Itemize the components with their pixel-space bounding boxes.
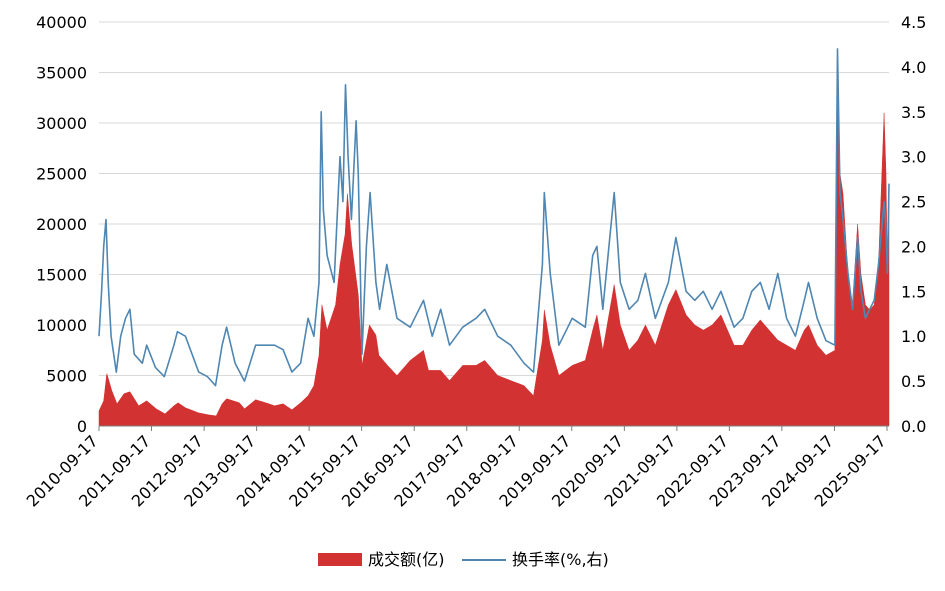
axes: 0 5000 10000 15000 20000 25000 30000 35000 40000… — [23, 13, 927, 511]
y-right-tick-label: 2.0 — [901, 237, 926, 256]
y-left-tick-label: 35000 — [36, 64, 87, 83]
y-left-tick-label: 40000 — [36, 13, 87, 32]
y-right-tick-label: 1.0 — [901, 327, 926, 346]
y-left-tick-label: 15000 — [36, 266, 87, 285]
y-right-tick-label: 4.5 — [901, 13, 926, 32]
series-layer — [98, 48, 890, 427]
y-left-tick-label: 30000 — [36, 114, 87, 133]
legend-label-turnover: 换手率(%,右) — [512, 550, 609, 569]
y-right-tick-label: 2.5 — [901, 193, 926, 212]
turnover-line — [98, 48, 890, 387]
legend-swatch-volume — [318, 553, 362, 566]
y-right-tick-label: 0.0 — [901, 417, 926, 436]
y-right-tick-label: 0.5 — [901, 372, 926, 391]
y-left-tick-label: 25000 — [36, 165, 87, 184]
volume-area — [98, 74, 890, 427]
y-left-tick-label: 0 — [77, 417, 87, 436]
y-right-tick-label: 3.5 — [901, 103, 926, 122]
y-right-tick-label: 1.5 — [901, 282, 926, 301]
y-left-tick-label: 5000 — [46, 367, 87, 386]
y-right-tick-label: 4.0 — [901, 58, 926, 77]
y-left-tick-label: 10000 — [36, 316, 87, 335]
y-right-tick-label: 3.0 — [901, 148, 926, 167]
y-left-tick-label: 20000 — [36, 215, 87, 234]
legend-label-volume: 成交额(亿) — [368, 550, 445, 569]
grid-lines — [99, 21, 889, 376]
legend: 成交额(亿) 换手率(%,右) — [318, 550, 609, 569]
